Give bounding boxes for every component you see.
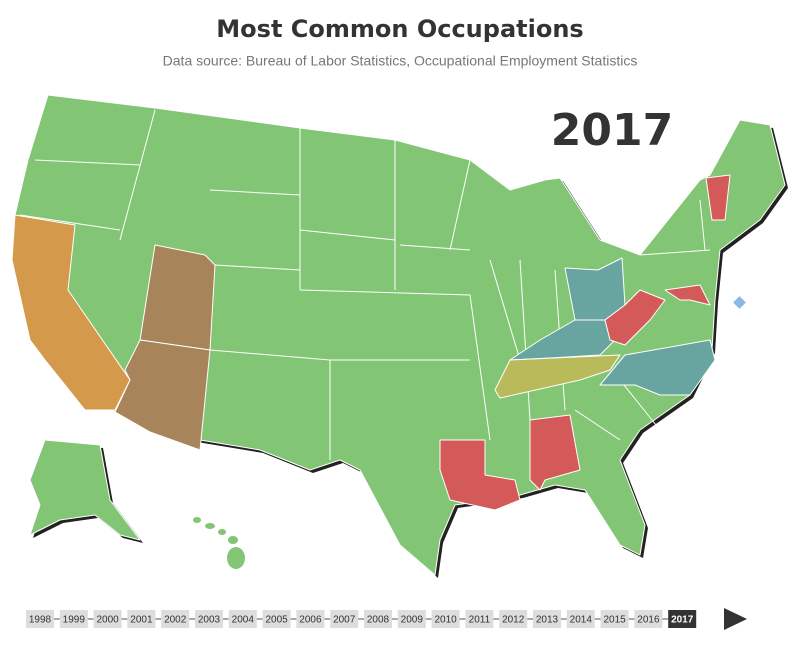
year-label[interactable]: 2015	[603, 615, 626, 626]
year-button[interactable]	[262, 610, 291, 628]
year-label[interactable]: 2016	[637, 615, 660, 626]
year-button[interactable]	[600, 610, 629, 628]
year-label[interactable]: 2012	[502, 615, 525, 626]
year-label[interactable]: 2013	[536, 615, 559, 626]
year-label[interactable]: 1998	[29, 615, 52, 626]
state-la	[439, 439, 521, 511]
state-vt	[705, 174, 731, 221]
state-az	[114, 339, 211, 451]
year-button[interactable]	[330, 610, 359, 628]
map	[11, 94, 788, 578]
year-button[interactable]	[93, 610, 122, 628]
year-label[interactable]: 2009	[401, 615, 424, 626]
year-label[interactable]: 2000	[96, 615, 119, 626]
state-hi	[193, 517, 245, 569]
year-button[interactable]	[566, 610, 595, 628]
year-button[interactable]	[228, 610, 257, 628]
subtitle: Data source: Bureau of Labor Statistics,…	[163, 53, 638, 69]
title: Most Common Occupations	[216, 15, 583, 43]
year-label[interactable]: 2007	[333, 615, 356, 626]
state-tn	[494, 354, 621, 399]
year-label[interactable]: 2006	[299, 615, 322, 626]
year-label[interactable]: 2010	[434, 615, 457, 626]
year-button[interactable]	[634, 610, 663, 628]
year-label[interactable]: 2004	[232, 615, 255, 626]
year-button[interactable]	[26, 610, 54, 628]
year-button[interactable]	[431, 610, 460, 628]
year-button[interactable]	[465, 610, 494, 628]
state-al	[529, 414, 581, 491]
year-label[interactable]: 2014	[570, 615, 593, 626]
year-button[interactable]	[59, 610, 88, 628]
year-button[interactable]	[364, 610, 392, 628]
year-label[interactable]: 2005	[265, 615, 288, 626]
state-md	[664, 284, 711, 306]
year-button[interactable]	[533, 610, 561, 628]
year-button[interactable]	[397, 610, 426, 628]
year-button[interactable]	[127, 610, 156, 628]
year-label[interactable]: 2011	[469, 615, 491, 626]
year-label[interactable]: 2017	[671, 615, 694, 626]
year-label[interactable]: 1999	[63, 615, 86, 626]
year-button[interactable]	[195, 610, 223, 628]
state-wv	[604, 289, 666, 346]
year-label[interactable]: 2002	[164, 615, 187, 626]
year-button[interactable]	[499, 610, 528, 628]
contiguous-us	[11, 94, 786, 576]
year-label[interactable]: 2003	[198, 615, 221, 626]
timeline: 1998 1999 2000 2001 2002 2003 2004 2005 2006 2007…	[26, 610, 697, 628]
state-ca	[11, 214, 131, 411]
state-ak	[29, 439, 141, 541]
year-label[interactable]: 2008	[367, 615, 390, 626]
play-button[interactable]	[724, 608, 747, 630]
year-button[interactable]	[296, 610, 325, 628]
year-label[interactable]: 2001	[130, 615, 153, 626]
state-nc	[599, 339, 716, 396]
year-button[interactable]	[161, 610, 190, 628]
year-button[interactable]	[668, 610, 697, 628]
year-display: 2017	[551, 105, 673, 156]
state-dc	[733, 296, 746, 309]
state-ut	[139, 244, 216, 351]
